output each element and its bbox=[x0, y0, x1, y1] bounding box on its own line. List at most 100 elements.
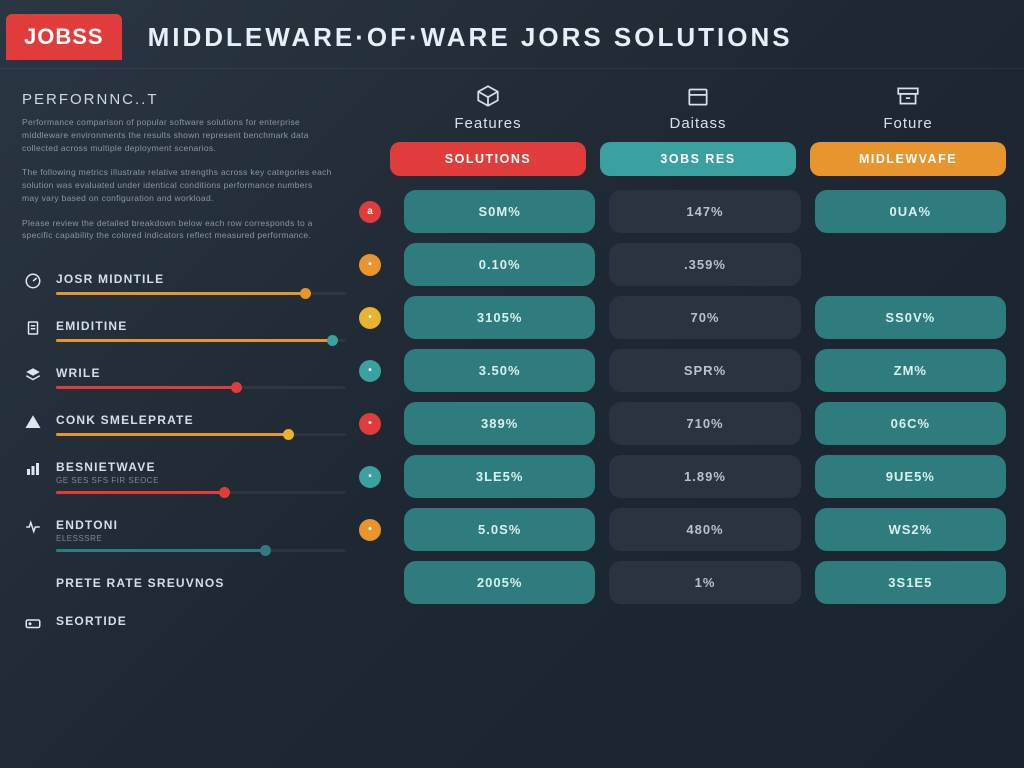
table-cell: S0M% bbox=[404, 190, 595, 233]
pulse-icon bbox=[22, 516, 44, 538]
feature-bar bbox=[56, 386, 346, 389]
header: JOBSS MIDDLEWARE·OF·WARE JORS SOLUTIONS bbox=[0, 0, 1024, 69]
feature-label: ENDTONI bbox=[56, 518, 332, 532]
table-cell: 5.0S% bbox=[404, 508, 595, 551]
table-cell: WS2% bbox=[815, 508, 1006, 551]
feature-sublabel: ELESSSRE bbox=[56, 534, 332, 543]
row-indicator: • bbox=[350, 254, 390, 276]
none-icon bbox=[22, 574, 44, 596]
intro-paragraph-2: The following metrics illustrate relativ… bbox=[22, 166, 332, 204]
logo-badge: JOBSS bbox=[6, 14, 122, 60]
row-indicator: a bbox=[350, 201, 390, 223]
doc-icon bbox=[22, 317, 44, 339]
table-cell: 3105% bbox=[404, 296, 595, 339]
feature-row: CONK SMELEPRATE bbox=[22, 405, 332, 452]
table-row: • 5.0S% 480% WS2% bbox=[350, 508, 1006, 551]
column-header: Features bbox=[390, 81, 586, 132]
feature-row: BESNIETWAVE GE SES SFS FIR SEOCE bbox=[22, 452, 332, 510]
table-cell: 0UA% bbox=[815, 190, 1006, 233]
row-indicator: • bbox=[350, 360, 390, 382]
sub-header: 3OBS RES bbox=[600, 142, 796, 176]
table-cell: .359% bbox=[609, 243, 800, 286]
column-label: Daitass bbox=[600, 115, 796, 132]
intro-paragraph-3: Please review the detailed breakdown bel… bbox=[22, 217, 332, 243]
column-label: Foture bbox=[810, 115, 1006, 132]
sub-headers: SOLUTIONS 3OBS RES MIDLEWVAFE bbox=[350, 142, 1006, 176]
table-cell: ZM% bbox=[815, 349, 1006, 392]
indicator-dot-icon: • bbox=[359, 254, 381, 276]
feature-bar bbox=[56, 433, 346, 436]
table-cell: 3.50% bbox=[404, 349, 595, 392]
feature-bar bbox=[56, 549, 346, 552]
cube-icon bbox=[390, 81, 586, 111]
feature-row: EMIDITINE bbox=[22, 311, 332, 358]
drive-icon bbox=[22, 612, 44, 634]
table-cell: 147% bbox=[609, 190, 800, 233]
feature-row: PRETE RATE SREUVNOS bbox=[22, 568, 332, 606]
indicator-dot-icon: • bbox=[359, 307, 381, 329]
feature-row: JOSR MIDNTILE bbox=[22, 264, 332, 311]
column-headers: Features Daitass Foture bbox=[350, 81, 1006, 132]
feature-row: SEORTIDE bbox=[22, 606, 332, 644]
column-label: Features bbox=[390, 115, 586, 132]
feature-bar bbox=[56, 491, 346, 494]
table-cell: 389% bbox=[404, 402, 595, 445]
comparison-table: Features Daitass Foture SOLUTIONS 3OBS RES M… bbox=[350, 69, 1024, 768]
feature-row: WRILE bbox=[22, 358, 332, 405]
feature-bar bbox=[56, 339, 346, 342]
left-panel: PERFORNNC..T Performance comparison of p… bbox=[0, 69, 350, 768]
feature-label: PRETE RATE SREUVNOS bbox=[56, 576, 332, 590]
feature-label: BESNIETWAVE bbox=[56, 460, 332, 474]
table-cell: SPR% bbox=[609, 349, 800, 392]
row-indicator: • bbox=[350, 307, 390, 329]
feature-sublabel: GE SES SFS FIR SEOCE bbox=[56, 476, 332, 485]
gauge-icon bbox=[22, 270, 44, 292]
feature-bar bbox=[56, 292, 346, 295]
section-label: PERFORNNC..T bbox=[22, 91, 332, 108]
table-cell: 1% bbox=[609, 561, 800, 604]
column-header: Foture bbox=[810, 81, 1006, 132]
row-indicator: • bbox=[350, 466, 390, 488]
row-indicator: • bbox=[350, 413, 390, 435]
column-header: Daitass bbox=[600, 81, 796, 132]
main: PERFORNNC..T Performance comparison of p… bbox=[0, 69, 1024, 768]
row-indicator: • bbox=[350, 519, 390, 541]
warn-icon bbox=[22, 411, 44, 433]
table-row: • 3105% 70% SS0V% bbox=[350, 296, 1006, 339]
indicator-dot-icon: a bbox=[359, 201, 381, 223]
table-cell: 710% bbox=[609, 402, 800, 445]
sub-header: SOLUTIONS bbox=[390, 142, 586, 176]
feature-label: CONK SMELEPRATE bbox=[56, 413, 332, 427]
chart-icon bbox=[22, 458, 44, 480]
archive-icon bbox=[810, 81, 1006, 111]
table-row: a S0M% 147% 0UA% bbox=[350, 190, 1006, 233]
intro-paragraph-1: Performance comparison of popular softwa… bbox=[22, 116, 332, 154]
table-cell: 9UE5% bbox=[815, 455, 1006, 498]
sub-header: MIDLEWVAFE bbox=[810, 142, 1006, 176]
table-row: • 389% 710% 06C% bbox=[350, 402, 1006, 445]
table-rows: a S0M% 147% 0UA% • 0.10% .359% • 3105% 70% SS0V% • 3… bbox=[350, 190, 1006, 604]
feature-label: SEORTIDE bbox=[56, 614, 332, 628]
feature-list: JOSR MIDNTILE EMIDITINE WRILE CONK SMELEPRA… bbox=[22, 264, 332, 644]
feature-row: ENDTONI ELESSSRE bbox=[22, 510, 332, 568]
table-cell: 06C% bbox=[815, 402, 1006, 445]
table-cell: 0.10% bbox=[404, 243, 595, 286]
indicator-dot-icon: • bbox=[359, 519, 381, 541]
feature-label: JOSR MIDNTILE bbox=[56, 272, 332, 286]
table-row: • 3.50% SPR% ZM% bbox=[350, 349, 1006, 392]
indicator-dot-icon: • bbox=[359, 360, 381, 382]
indicator-dot-icon: • bbox=[359, 413, 381, 435]
indicator-dot-icon: • bbox=[359, 466, 381, 488]
table-cell: 2005% bbox=[404, 561, 595, 604]
layers-icon bbox=[22, 364, 44, 386]
table-cell: 3S1E5 bbox=[815, 561, 1006, 604]
table-cell: SS0V% bbox=[815, 296, 1006, 339]
table-cell: 480% bbox=[609, 508, 800, 551]
table-cell: 70% bbox=[609, 296, 800, 339]
table-row: 2005% 1% 3S1E5 bbox=[350, 561, 1006, 604]
box-icon bbox=[600, 81, 796, 111]
table-cell: 1.89% bbox=[609, 455, 800, 498]
table-cell: 3LE5% bbox=[404, 455, 595, 498]
feature-label: EMIDITINE bbox=[56, 319, 332, 333]
page-title: MIDDLEWARE·OF·WARE JORS SOLUTIONS bbox=[148, 22, 793, 53]
